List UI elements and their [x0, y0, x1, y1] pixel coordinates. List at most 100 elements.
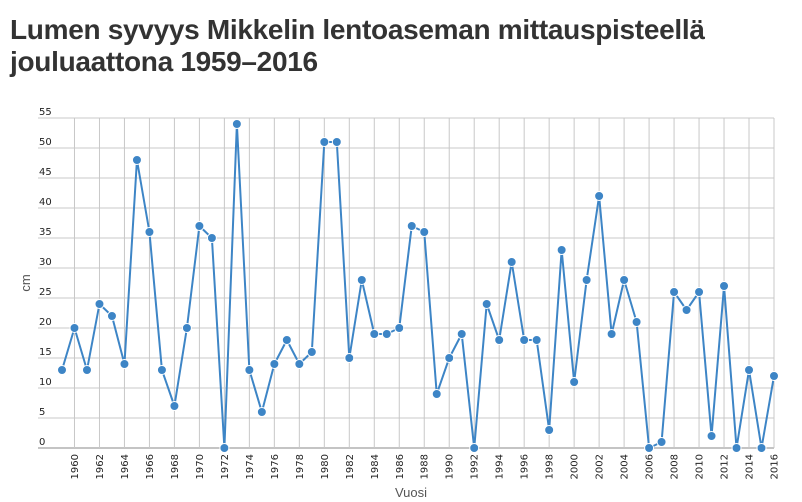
x-tick-label: 2016 [770, 454, 781, 479]
data-point[interactable] [181, 323, 192, 333]
x-tick-label: 1988 [420, 454, 431, 479]
y-tick-label: 15 [39, 347, 52, 358]
data-point[interactable] [219, 443, 230, 453]
gridlines [38, 117, 775, 449]
data-point[interactable] [381, 329, 392, 339]
y-tick-label: 20 [39, 317, 52, 328]
data-point[interactable] [94, 299, 105, 309]
x-tick-label: 2004 [620, 454, 631, 479]
data-point[interactable] [469, 443, 480, 453]
data-point[interactable] [131, 155, 142, 165]
data-point[interactable] [231, 119, 242, 129]
data-point[interactable] [57, 365, 67, 375]
data-point[interactable] [619, 275, 630, 285]
x-tick-label: 1966 [145, 454, 156, 479]
x-axis-label: Vuosi [395, 485, 427, 500]
y-tick-label: 45 [39, 167, 52, 178]
data-point[interactable] [506, 257, 517, 267]
x-tick-label: 2010 [695, 454, 706, 479]
data-point[interactable] [719, 281, 730, 291]
data-point[interactable] [444, 353, 455, 363]
data-point[interactable] [631, 317, 642, 327]
data-point[interactable] [244, 365, 255, 375]
x-tick-label: 1998 [545, 454, 556, 479]
data-point[interactable] [769, 371, 779, 381]
x-tick-label: 1980 [320, 454, 331, 479]
x-tick-label: 1968 [170, 454, 181, 479]
data-point[interactable] [269, 359, 280, 369]
data-point[interactable] [494, 335, 505, 345]
y-tick-label: 0 [39, 437, 45, 448]
data-point[interactable] [656, 437, 667, 447]
x-tick-label: 1994 [495, 454, 506, 479]
x-tick-label: 1992 [470, 454, 481, 479]
x-tick-label: 2014 [745, 454, 756, 479]
y-tick-label: 35 [39, 227, 52, 238]
data-point[interactable] [356, 275, 367, 285]
data-point[interactable] [294, 359, 305, 369]
data-point[interactable] [544, 425, 555, 435]
x-tick-label: 1972 [220, 454, 231, 479]
data-point[interactable] [731, 443, 742, 453]
data-point[interactable] [156, 365, 167, 375]
data-point[interactable] [694, 287, 705, 297]
chart-title-line-2: jouluaattona 1959–2016 [10, 46, 318, 77]
data-point[interactable] [569, 377, 580, 387]
data-point[interactable] [194, 221, 205, 231]
data-point[interactable] [419, 227, 430, 237]
x-tick-label: 1982 [345, 454, 356, 479]
data-point[interactable] [256, 407, 267, 417]
y-tick-label: 30 [39, 257, 52, 268]
data-point[interactable] [206, 233, 217, 243]
data-point[interactable] [706, 431, 717, 441]
y-tick-label: 55 [39, 107, 52, 118]
data-point[interactable] [106, 311, 117, 321]
x-tick-label: 1964 [120, 454, 131, 479]
data-point[interactable] [394, 323, 405, 333]
data-point[interactable] [406, 221, 417, 231]
data-point[interactable] [69, 323, 80, 333]
snow-depth-series [61, 123, 775, 449]
data-point[interactable] [644, 443, 655, 453]
data-point[interactable] [481, 299, 492, 309]
x-tick-label: 2012 [720, 454, 731, 479]
data-point[interactable] [581, 275, 592, 285]
x-tick-label: 1978 [295, 454, 306, 479]
x-tick-label: 1976 [270, 454, 281, 479]
data-point[interactable] [369, 329, 380, 339]
y-tick-label: 40 [39, 197, 52, 208]
data-point[interactable] [431, 389, 442, 399]
chart-title: Lumen syvyys Mikkelin lentoaseman mittau… [10, 14, 790, 78]
data-point[interactable] [744, 365, 755, 375]
x-tick-label: 1960 [70, 454, 81, 479]
data-point[interactable] [169, 401, 180, 411]
data-point[interactable] [669, 287, 680, 297]
y-tick-label: 50 [39, 137, 52, 148]
y-tick-label: 10 [39, 377, 52, 388]
y-axis-ticks: 0 5 10 15 20 25 30 35 40 45 50 55 [39, 107, 52, 448]
x-tick-label: 1970 [195, 454, 206, 479]
data-point[interactable] [456, 329, 467, 339]
data-point[interactable] [281, 335, 292, 345]
series-line [61, 123, 775, 449]
data-point[interactable] [756, 443, 767, 453]
data-point[interactable] [594, 191, 605, 201]
data-point[interactable] [531, 335, 542, 345]
data-point[interactable] [344, 353, 355, 363]
data-point[interactable] [556, 245, 567, 255]
x-tick-label: 1986 [395, 454, 406, 479]
data-point[interactable] [319, 137, 330, 147]
x-tick-label: 1996 [520, 454, 531, 479]
data-point[interactable] [519, 335, 530, 345]
x-tick-label: 2000 [570, 454, 581, 479]
data-point[interactable] [81, 365, 92, 375]
y-tick-label: 25 [39, 287, 52, 298]
data-point[interactable] [144, 227, 155, 237]
data-point[interactable] [681, 305, 692, 315]
data-point[interactable] [331, 137, 342, 147]
data-point[interactable] [306, 347, 317, 357]
data-point[interactable] [119, 359, 130, 369]
y-axis-label: cm [18, 274, 33, 291]
x-axis-ticks: 1960 1962 1964 1966 1968 1970 1972 1974 1976 1978… [70, 454, 781, 479]
data-point[interactable] [606, 329, 617, 339]
